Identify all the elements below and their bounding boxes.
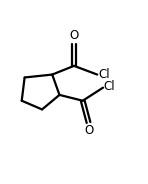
Text: O: O bbox=[69, 29, 79, 42]
Text: O: O bbox=[84, 124, 93, 137]
Text: Cl: Cl bbox=[104, 80, 115, 93]
Text: Cl: Cl bbox=[98, 68, 110, 81]
